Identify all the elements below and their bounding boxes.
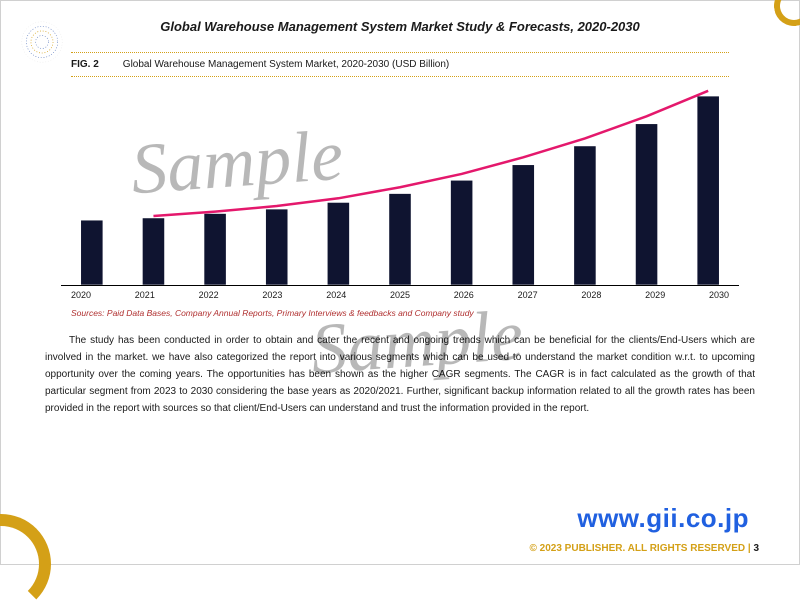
sources-text: Sources: Paid Data Bases, Company Annual… — [71, 308, 729, 318]
chart-bar — [266, 209, 288, 284]
footer-page: 3 — [753, 543, 759, 554]
chart-bar — [81, 220, 103, 284]
x-tick-label: 2028 — [581, 290, 601, 300]
figure-caption: Global Warehouse Management System Marke… — [123, 59, 449, 70]
divider-top — [71, 52, 729, 53]
chart-bar — [204, 214, 226, 285]
body-paragraph: The study has been conducted in order to… — [45, 332, 755, 417]
chart-bar — [143, 218, 165, 284]
x-tick-label: 2024 — [326, 290, 346, 300]
logo-dots-icon — [19, 19, 65, 65]
overlay-url: www.gii.co.jp — [577, 503, 749, 534]
bar-line-chart — [61, 85, 739, 285]
x-tick-label: 2027 — [518, 290, 538, 300]
x-tick-label: 2021 — [135, 290, 155, 300]
x-tick-label: 2025 — [390, 290, 410, 300]
chart-bar — [389, 194, 411, 285]
chart-bar — [697, 96, 719, 284]
x-tick-label: 2029 — [645, 290, 665, 300]
page-title: Global Warehouse Management System Marke… — [1, 19, 799, 34]
chart-bar — [512, 165, 534, 285]
divider-under-caption — [71, 76, 729, 77]
chart-bar — [451, 181, 473, 285]
chart-bar — [328, 203, 350, 285]
figure-caption-row: FIG. 2 Global Warehouse Management Syste… — [1, 59, 799, 70]
x-tick-label: 2026 — [454, 290, 474, 300]
chart-x-labels: 2020 2021 2022 2023 2024 2025 2026 2027 2028 2029… — [71, 290, 729, 300]
x-tick-label: 2020 — [71, 290, 91, 300]
chart-trend-line — [153, 91, 708, 216]
chart-bar — [574, 146, 596, 284]
chart-baseline — [61, 285, 739, 286]
x-tick-label: 2023 — [262, 290, 282, 300]
figure-label: FIG. 2 — [71, 59, 99, 70]
chart-bar — [636, 124, 658, 285]
footer-copyright: © 2023 PUBLISHER. ALL RIGHTS RESERVED | — [530, 543, 754, 554]
chart-area — [61, 85, 739, 285]
corner-arc-bottom-left — [0, 514, 51, 614]
x-tick-label: 2022 — [199, 290, 219, 300]
footer: © 2023 PUBLISHER. ALL RIGHTS RESERVED | … — [530, 543, 759, 554]
x-tick-label: 2030 — [709, 290, 729, 300]
